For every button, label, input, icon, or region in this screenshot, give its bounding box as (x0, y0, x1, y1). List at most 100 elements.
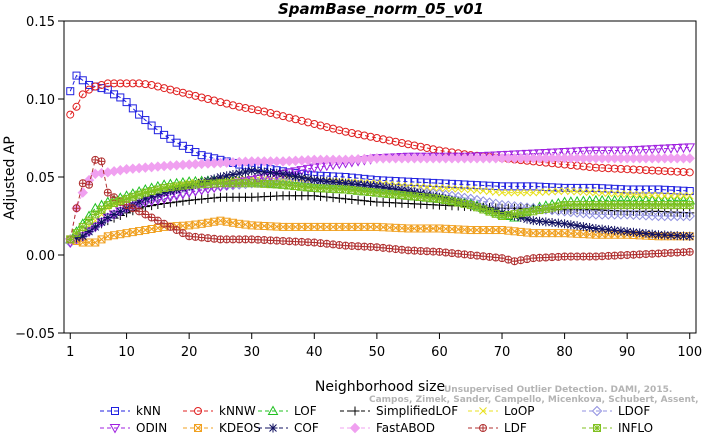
point-marker (235, 219, 244, 228)
point-marker (316, 176, 326, 186)
point-marker-detail (617, 201, 625, 209)
point-marker (210, 217, 219, 226)
point-marker (460, 180, 469, 189)
point-marker (240, 167, 250, 177)
point-marker (291, 171, 301, 181)
point-marker (404, 224, 413, 233)
point-marker (466, 226, 475, 235)
point-marker (566, 229, 575, 238)
point-marker-detail (297, 182, 306, 191)
point-marker-detail (654, 201, 663, 209)
point-marker-detail (173, 226, 181, 234)
point-marker (673, 186, 682, 195)
point-marker-detail (335, 185, 344, 194)
point-marker (435, 224, 444, 233)
point-marker-detail (322, 184, 331, 193)
point-marker (591, 405, 603, 417)
point-marker (590, 146, 602, 156)
point-marker (116, 79, 125, 88)
point-marker (97, 217, 107, 227)
point-marker-detail (360, 187, 369, 196)
point-marker-detail (529, 207, 538, 216)
point-marker-detail (98, 157, 106, 165)
point-marker (441, 224, 450, 233)
point-marker (366, 181, 376, 191)
point-marker-detail (592, 201, 600, 209)
point-marker (522, 214, 532, 224)
point-marker-detail (460, 199, 469, 208)
point-marker (404, 177, 413, 186)
point-marker (585, 188, 594, 197)
point-marker (304, 222, 313, 231)
point-marker (479, 226, 488, 235)
point-marker (316, 191, 326, 201)
point-marker (278, 169, 288, 179)
point-marker-detail (385, 189, 394, 198)
point-marker (560, 219, 570, 229)
point-marker (284, 170, 294, 180)
point-marker (197, 194, 207, 204)
point-marker (647, 229, 657, 239)
point-marker (604, 184, 613, 193)
point-marker (666, 230, 676, 240)
point-marker (268, 423, 278, 433)
point-marker (472, 226, 481, 235)
legend-item: FastABOD (340, 421, 435, 434)
point-marker (510, 188, 519, 197)
point-marker (566, 220, 576, 230)
point-marker (397, 177, 406, 186)
point-marker (66, 87, 75, 96)
point-marker (571, 207, 583, 218)
point-marker (585, 183, 594, 192)
point-marker (622, 227, 632, 237)
point-marker-detail (66, 235, 75, 244)
point-marker (128, 104, 137, 113)
point-marker-detail (604, 201, 613, 209)
point-marker (347, 222, 356, 231)
point-marker-detail (410, 192, 419, 201)
point-marker (341, 222, 350, 231)
point-marker (548, 229, 557, 238)
point-marker-detail (404, 191, 413, 200)
point-marker (241, 220, 250, 229)
point-marker (172, 197, 182, 207)
point-marker (579, 188, 588, 196)
point-marker (679, 168, 688, 177)
point-marker (122, 79, 131, 88)
legend-item: LOF (258, 404, 317, 418)
point-marker (667, 191, 675, 200)
point-marker (423, 183, 431, 192)
point-marker (540, 148, 552, 159)
point-marker (302, 164, 314, 175)
series-line (70, 181, 690, 243)
point-marker (103, 79, 112, 88)
point-marker (115, 206, 125, 216)
point-marker (103, 85, 112, 94)
point-marker (642, 191, 650, 199)
point-marker (279, 222, 288, 231)
point-marker (328, 193, 338, 203)
point-marker (147, 121, 156, 130)
point-marker (641, 185, 650, 194)
point-marker (623, 190, 632, 199)
point-marker-detail (254, 179, 262, 188)
point-marker (416, 178, 425, 187)
point-marker-detail (629, 201, 638, 209)
point-marker (673, 167, 682, 176)
point-marker-detail (272, 180, 281, 189)
point-marker-detail (548, 203, 556, 212)
point-marker (429, 224, 438, 233)
point-marker (409, 187, 419, 197)
point-marker-detail (73, 204, 81, 212)
point-marker (521, 149, 533, 160)
point-marker (565, 206, 577, 218)
point-marker-detail (504, 256, 512, 264)
point-marker (485, 187, 494, 196)
point-marker (140, 194, 150, 204)
point-marker-detail (554, 202, 563, 211)
point-marker (215, 172, 225, 182)
point-marker (635, 190, 644, 199)
point-marker-detail (491, 209, 500, 218)
point-marker (516, 213, 526, 223)
watermark-line-2: Campos, Zimek, Sander, Campello, Micenko… (369, 395, 702, 405)
